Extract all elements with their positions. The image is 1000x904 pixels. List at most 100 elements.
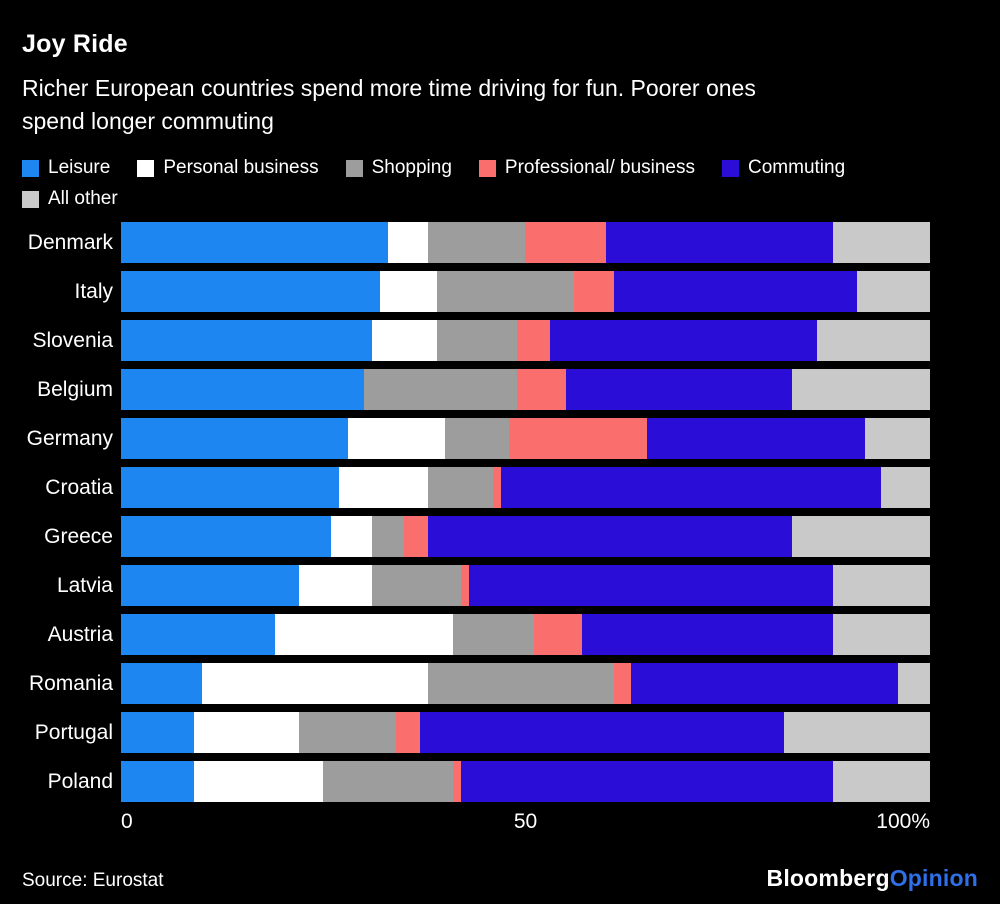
bar-segment-all-other	[865, 418, 930, 460]
stacked-bar	[121, 565, 930, 607]
bar-segment-shopping	[428, 222, 526, 264]
bar-segment-professional-business	[460, 565, 469, 607]
bar-segment-leisure	[121, 222, 388, 264]
bar-segment-shopping	[298, 712, 397, 754]
country-label: Croatia	[45, 475, 113, 499]
bar-segment-professional-business	[493, 467, 502, 509]
legend-swatch-shopping	[345, 159, 363, 177]
bar-row-denmark: Denmark	[22, 222, 930, 264]
bar-segment-leisure	[121, 369, 364, 411]
bar-segment-shopping	[363, 369, 518, 411]
bar-segment-all-other	[832, 614, 930, 656]
bar-segment-commuting	[549, 320, 817, 362]
bar-chart: Denmark Italy Slovenia Belgium Germany Croati…	[0, 222, 1000, 803]
bar-segment-all-other	[816, 320, 930, 362]
legend-item-personal-business: Personal business	[137, 157, 319, 179]
legend-swatch-all-other	[22, 190, 39, 208]
legend-label: Leisure	[48, 157, 111, 179]
bar-segment-personal-business	[379, 271, 437, 313]
country-label: Slovenia	[32, 328, 113, 352]
country-label: Latvia	[56, 573, 113, 597]
legend-row: Leisure Personal business Shopping Professi…	[22, 157, 978, 179]
bar-segment-shopping	[428, 467, 494, 509]
bar-segment-professional-business	[517, 369, 566, 411]
legend-label: Shopping	[371, 157, 452, 179]
country-label: Portugal	[34, 720, 113, 744]
legend-swatch-personal-business	[137, 159, 155, 177]
bar-segment-commuting	[468, 565, 833, 607]
bar-segment-all-other	[857, 271, 930, 313]
chart-subtitle-line2: spend longer commuting	[22, 107, 274, 134]
chart-title: Joy Ride	[22, 30, 128, 58]
legend: Leisure Personal business Shopping Professi…	[0, 157, 1000, 210]
bar-segment-personal-business	[193, 761, 324, 803]
source-note: Source: Eurostat	[22, 870, 164, 891]
bar-segment-leisure	[121, 271, 380, 313]
legend-label: Professional/ business	[504, 157, 695, 179]
stacked-bar	[121, 271, 930, 313]
chart-subtitle: Richer European countries spend more tim…	[22, 72, 930, 137]
bar-row-portugal: Portugal	[22, 712, 930, 754]
bar-segment-shopping	[436, 320, 518, 362]
bar-segment-commuting	[614, 271, 858, 313]
bar-segment-professional-business	[525, 222, 607, 264]
brand-bloomberg: Bloomberg	[766, 865, 890, 891]
stacked-bar	[121, 222, 930, 264]
stacked-bar	[121, 712, 930, 754]
bar-segment-professional-business	[452, 761, 461, 803]
bar-segment-commuting	[420, 712, 785, 754]
country-label: Romania	[28, 671, 113, 695]
bar-segment-leisure	[121, 712, 194, 754]
bar-segment-leisure	[121, 663, 202, 705]
bar-segment-shopping	[444, 418, 510, 460]
stacked-bar	[121, 516, 930, 558]
chart-header: Joy Ride Richer European countries spend…	[0, 0, 1000, 137]
bar-segment-shopping	[323, 761, 453, 803]
bar-segment-leisure	[121, 761, 194, 803]
legend-label: Commuting	[748, 157, 846, 179]
bar-row-croatia: Croatia	[22, 467, 930, 509]
country-label: Denmark	[27, 230, 113, 254]
bar-segment-personal-business	[201, 663, 429, 705]
bar-segment-personal-business	[298, 565, 372, 607]
bar-row-slovenia: Slovenia	[22, 320, 930, 362]
stacked-bar	[121, 663, 930, 705]
bar-segment-all-other	[897, 663, 930, 705]
bar-row-austria: Austria	[22, 614, 930, 656]
bar-segment-personal-business	[274, 614, 453, 656]
stacked-bar	[121, 418, 930, 460]
country-label: Belgium	[37, 377, 113, 401]
bar-segment-commuting	[565, 369, 793, 411]
bar-segment-leisure	[121, 614, 275, 656]
bar-segment-all-other	[784, 712, 930, 754]
brand-opinion: Opinion	[889, 865, 978, 891]
bar-segment-commuting	[646, 418, 866, 460]
bar-segment-all-other	[881, 467, 930, 509]
bar-segment-commuting	[460, 761, 833, 803]
bar-row-latvia: Latvia	[22, 565, 930, 607]
legend-swatch-leisure	[22, 159, 39, 177]
bar-segment-leisure	[121, 320, 372, 362]
country-label: Poland	[47, 769, 113, 793]
bar-segment-personal-business	[387, 222, 429, 264]
bar-segment-shopping	[452, 614, 534, 656]
bar-segment-personal-business	[331, 516, 372, 558]
bar-segment-personal-business	[371, 320, 437, 362]
stacked-bar	[121, 467, 930, 509]
bar-segment-professional-business	[517, 320, 550, 362]
bar-segment-shopping	[436, 271, 575, 313]
bloomberg-opinion-logo: BloombergOpinion	[767, 865, 978, 892]
legend-item-all-other: All other	[22, 188, 118, 210]
bar-row-belgium: Belgium	[22, 369, 930, 411]
stacked-bar	[121, 320, 930, 362]
bar-segment-leisure	[121, 565, 299, 607]
bar-segment-personal-business	[193, 712, 299, 754]
bar-segment-commuting	[630, 663, 898, 705]
bar-segment-leisure	[121, 467, 340, 509]
legend-label: All other	[48, 188, 118, 210]
country-label: Greece	[44, 524, 113, 548]
bar-segment-leisure	[121, 418, 348, 460]
stacked-bar	[121, 761, 930, 803]
bar-segment-commuting	[501, 467, 882, 509]
axis-ticks: 0 50 100%	[121, 810, 930, 838]
